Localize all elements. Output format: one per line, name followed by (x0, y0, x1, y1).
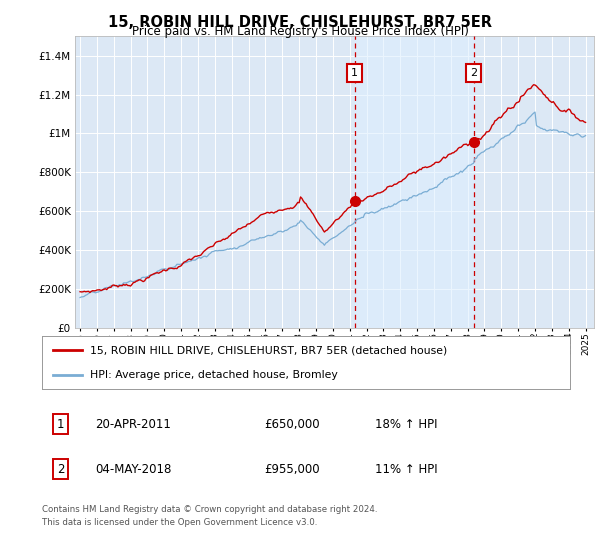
Text: 15, ROBIN HILL DRIVE, CHISLEHURST, BR7 5ER (detached house): 15, ROBIN HILL DRIVE, CHISLEHURST, BR7 5… (89, 346, 447, 356)
Bar (355, 36, 473, 328)
Text: £650,000: £650,000 (264, 418, 319, 431)
Text: Contains HM Land Registry data © Crown copyright and database right 2024.
This d: Contains HM Land Registry data © Crown c… (42, 505, 377, 526)
Text: 2: 2 (470, 68, 477, 78)
Text: 11% ↑ HPI: 11% ↑ HPI (374, 463, 437, 475)
Text: £955,000: £955,000 (264, 463, 319, 475)
Text: 1: 1 (57, 418, 64, 431)
Text: 20-APR-2011: 20-APR-2011 (95, 418, 170, 431)
Text: 04-MAY-2018: 04-MAY-2018 (95, 463, 171, 475)
Text: 15, ROBIN HILL DRIVE, CHISLEHURST, BR7 5ER: 15, ROBIN HILL DRIVE, CHISLEHURST, BR7 5… (108, 15, 492, 30)
Text: 1: 1 (351, 68, 358, 78)
Text: 2: 2 (57, 463, 64, 475)
Text: 18% ↑ HPI: 18% ↑ HPI (374, 418, 437, 431)
Text: Price paid vs. HM Land Registry's House Price Index (HPI): Price paid vs. HM Land Registry's House … (131, 25, 469, 38)
Text: HPI: Average price, detached house, Bromley: HPI: Average price, detached house, Brom… (89, 370, 337, 380)
